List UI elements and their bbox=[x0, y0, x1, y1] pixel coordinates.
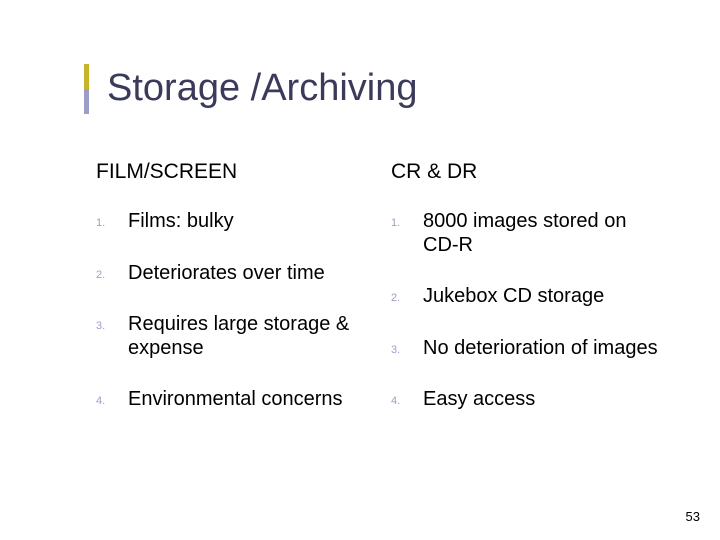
slide-title: Storage /Archiving bbox=[107, 64, 418, 114]
item-text: Films: bulky bbox=[128, 210, 234, 234]
item-number: 2. bbox=[391, 285, 423, 304]
list-right: 1. 8000 images stored on CD-R 2. Jukebox… bbox=[391, 210, 664, 412]
list-left: 1. Films: bulky 2. Deteriorates over tim… bbox=[96, 210, 369, 412]
item-text: 8000 images stored on CD-R bbox=[423, 210, 664, 257]
column-left: FILM/SCREEN 1. Films: bulky 2. Deteriora… bbox=[96, 160, 369, 440]
title-block: Storage /Archiving bbox=[84, 64, 418, 114]
list-item: 3. Requires large storage & expense bbox=[96, 313, 369, 360]
item-text: Jukebox CD storage bbox=[423, 285, 604, 309]
accent-top bbox=[84, 64, 89, 89]
list-item: 2. Deteriorates over time bbox=[96, 262, 369, 286]
accent-bar bbox=[84, 64, 89, 114]
item-number: 3. bbox=[391, 337, 423, 356]
item-text: Environmental concerns bbox=[128, 388, 343, 412]
list-item: 4. Environmental concerns bbox=[96, 388, 369, 412]
column-right: CR & DR 1. 8000 images stored on CD-R 2.… bbox=[391, 160, 664, 440]
column-heading-right: CR & DR bbox=[391, 160, 664, 184]
item-number: 2. bbox=[96, 262, 128, 281]
list-item: 4. Easy access bbox=[391, 388, 664, 412]
column-heading-left: FILM/SCREEN bbox=[96, 160, 369, 184]
accent-bottom bbox=[84, 89, 89, 114]
list-item: 3. No deterioration of images bbox=[391, 337, 664, 361]
slide: Storage /Archiving FILM/SCREEN 1. Films:… bbox=[0, 0, 720, 540]
page-number: 53 bbox=[686, 509, 700, 524]
item-number: 3. bbox=[96, 313, 128, 332]
item-number: 1. bbox=[96, 210, 128, 229]
item-number: 1. bbox=[391, 210, 423, 229]
item-text: Requires large storage & expense bbox=[128, 313, 369, 360]
item-number: 4. bbox=[391, 388, 423, 407]
list-item: 1. Films: bulky bbox=[96, 210, 369, 234]
item-text: No deterioration of images bbox=[423, 337, 658, 361]
columns: FILM/SCREEN 1. Films: bulky 2. Deteriora… bbox=[96, 160, 664, 440]
list-item: 2. Jukebox CD storage bbox=[391, 285, 664, 309]
list-item: 1. 8000 images stored on CD-R bbox=[391, 210, 664, 257]
item-text: Deteriorates over time bbox=[128, 262, 325, 286]
item-number: 4. bbox=[96, 388, 128, 407]
item-text: Easy access bbox=[423, 388, 535, 412]
